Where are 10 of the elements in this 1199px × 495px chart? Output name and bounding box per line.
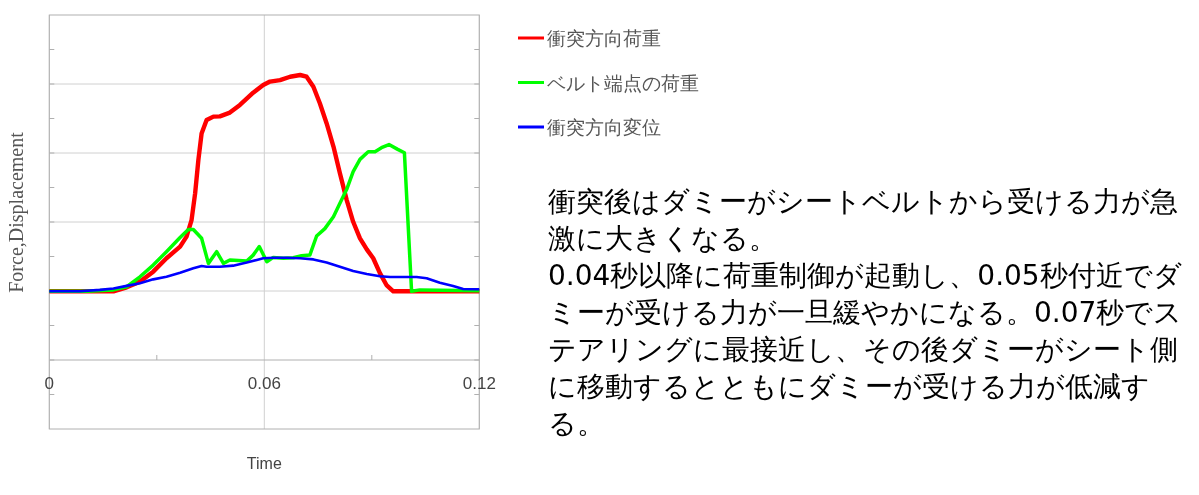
x-tick-label: 0.12 [462,374,496,393]
legend-label: ベルト端点の荷重 [547,71,699,94]
x-tick-label: 0 [44,374,55,393]
legend-label: 衝突方向変位 [547,116,661,138]
legend-label: 衝突方向荷重 [547,27,661,49]
text: 衝突後はダミーがシートベルトから受ける力が急激に大きくなる。 [548,184,1179,257]
x-axis-title: Time [246,455,282,472]
text: 0.04秒以降に荷重制御が起動し、0.05秒付近でダミーが受ける力が一旦緩やかになる。0.07秒でステアリングに最接近し、その後ダミーがシート側に移動するとともにダミーが受ける力が低減する。 [548,258,1183,442]
y-axis-title: Force,Displacement [5,131,28,293]
x-tick-label: 0.06 [247,374,281,393]
